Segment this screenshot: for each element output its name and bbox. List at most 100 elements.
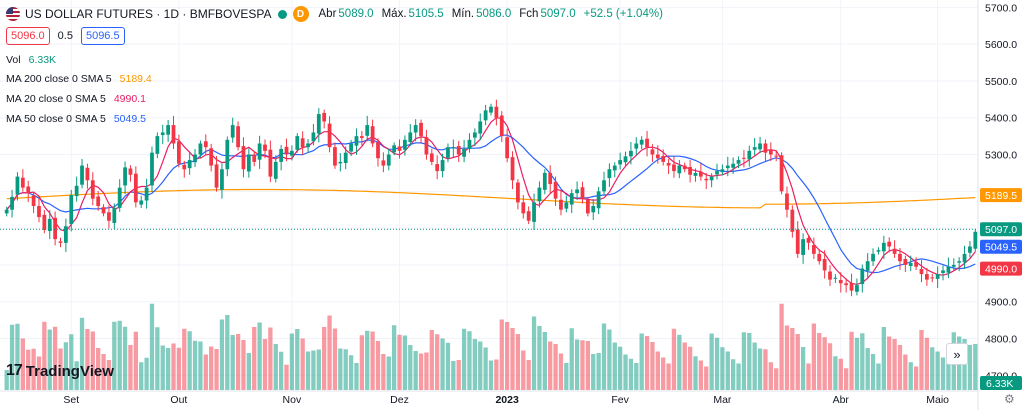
- sell-button[interactable]: 5096.0: [6, 27, 50, 45]
- candle-body: [419, 122, 423, 137]
- symbol-title[interactable]: US DOLLAR FUTURES · 1D · BMFBOVESPA: [25, 7, 272, 21]
- candle-body: [381, 160, 386, 166]
- volume-bar: [499, 319, 504, 390]
- candle-body: [343, 152, 348, 163]
- candle-body: [811, 245, 816, 254]
- candle-body: [20, 177, 25, 188]
- volume-bar: [15, 323, 20, 390]
- candle-body: [435, 164, 440, 172]
- candle-body: [64, 226, 68, 243]
- volume-bar: [327, 315, 332, 390]
- volume-bar: [133, 331, 138, 390]
- candle-body: [413, 125, 418, 133]
- candle-body: [472, 132, 477, 138]
- candle-body: [833, 277, 838, 279]
- candle-body: [908, 263, 913, 267]
- candle-body: [946, 266, 951, 273]
- volume-bar: [779, 303, 784, 390]
- candle-body: [569, 193, 574, 205]
- volume-bar: [623, 354, 628, 390]
- candle-body: [930, 277, 935, 279]
- candle-body: [758, 143, 762, 150]
- candle-body: [327, 123, 332, 148]
- candle-body: [85, 167, 90, 181]
- price-badge: [980, 188, 1022, 203]
- volume-bar: [230, 335, 235, 390]
- volume-bar: [806, 363, 811, 390]
- candle-body: [876, 250, 881, 252]
- price-tick-label: 5400.0: [985, 113, 1017, 125]
- volume-bar: [300, 338, 305, 390]
- candle-body: [494, 106, 499, 118]
- candle-body: [924, 274, 929, 280]
- ma20-line: [6, 117, 976, 286]
- candle-body: [973, 231, 978, 249]
- candle-body: [941, 270, 945, 273]
- candle-body: [478, 121, 483, 134]
- candle-body: [768, 150, 773, 155]
- volume-bar: [537, 326, 542, 390]
- ma200-legend[interactable]: MA 200 close 0 SMA 5 5189.4: [6, 73, 152, 85]
- candle-body: [763, 143, 768, 153]
- settings-gear-icon[interactable]: ⚙: [1004, 392, 1015, 406]
- volume-bar: [903, 354, 908, 390]
- volume-value: 6.33K: [28, 54, 57, 66]
- volume-bar: [268, 327, 273, 390]
- candle-body: [532, 202, 536, 222]
- volume-bar: [919, 330, 924, 390]
- candle-body: [26, 186, 31, 194]
- volume-bar: [149, 303, 155, 390]
- volume-bar: [677, 334, 682, 390]
- open-label: Abr: [318, 8, 337, 20]
- candle-body: [392, 145, 397, 153]
- candle-body: [128, 168, 133, 175]
- candle-body: [193, 154, 197, 163]
- volume-bar: [644, 336, 650, 390]
- volume-bar: [305, 351, 311, 390]
- volume-bar: [182, 328, 187, 390]
- scroll-to-realtime-button[interactable]: »: [946, 343, 968, 365]
- candle-body: [661, 156, 666, 162]
- ma50-legend[interactable]: MA 50 close 0 SMA 5 5049.5: [6, 113, 146, 125]
- volume-bar: [854, 337, 860, 390]
- volume-bar: [418, 353, 424, 390]
- volume-bar: [887, 336, 892, 390]
- volume-bar: [774, 368, 779, 390]
- volume-bar: [381, 354, 386, 390]
- candle-body: [898, 253, 902, 262]
- price-badge: [980, 261, 1022, 276]
- candle-body: [919, 268, 924, 275]
- candle-body: [354, 136, 359, 146]
- volume-bar: [800, 347, 806, 390]
- candle-body: [602, 180, 606, 192]
- trade-row: 5096.0 0.5 5096.5: [6, 27, 125, 45]
- candle-body: [333, 147, 337, 166]
- volume-bar: [235, 334, 241, 390]
- candle-body: [510, 157, 515, 181]
- candle-body: [795, 229, 800, 254]
- candle-body: [499, 115, 504, 137]
- volume-bar: [747, 333, 752, 390]
- ma20-legend[interactable]: MA 20 close 0 SMA 5 4990.1: [6, 93, 146, 105]
- volume-bar: [359, 335, 365, 390]
- volume-label: Vol: [6, 54, 21, 66]
- volume-legend[interactable]: Vol 6.33K: [6, 54, 56, 66]
- candle-body: [117, 187, 122, 208]
- tradingview-logo[interactable]: 17 TradingView: [6, 362, 114, 380]
- candle-body: [74, 185, 79, 197]
- candle-body: [865, 261, 870, 271]
- candle-body: [892, 248, 897, 254]
- delayed-badge[interactable]: D: [292, 6, 309, 22]
- candle-body: [279, 149, 284, 162]
- volume-bar: [47, 329, 52, 390]
- volume-bar: [553, 344, 558, 390]
- buy-button[interactable]: 5096.5: [80, 27, 125, 45]
- time-tick-label: Maio: [926, 394, 949, 406]
- time-tick-label: Set: [63, 394, 79, 406]
- volume-bar: [295, 329, 300, 390]
- candle-body: [688, 167, 692, 175]
- candle-body: [553, 181, 558, 199]
- candle-body: [31, 195, 36, 207]
